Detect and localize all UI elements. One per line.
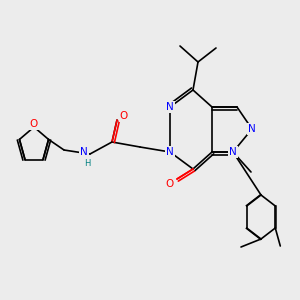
Text: N: N bbox=[166, 102, 174, 112]
Text: H: H bbox=[84, 158, 90, 167]
Text: N: N bbox=[248, 124, 256, 134]
Text: N: N bbox=[80, 147, 88, 157]
Text: O: O bbox=[120, 111, 128, 121]
Text: N: N bbox=[166, 147, 174, 157]
Text: O: O bbox=[30, 119, 38, 129]
Text: O: O bbox=[166, 179, 174, 189]
Text: N: N bbox=[229, 147, 237, 157]
